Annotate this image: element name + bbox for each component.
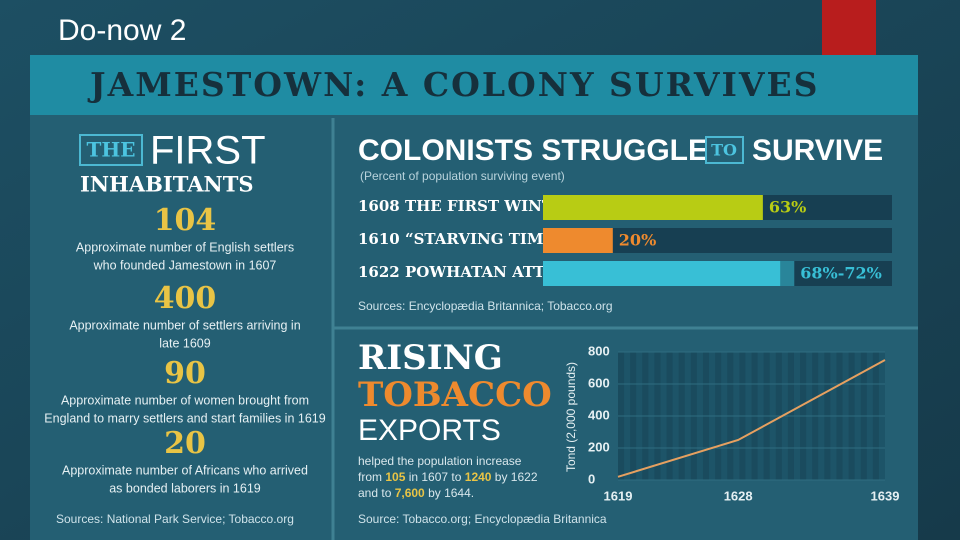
bar-chart: COLONISTS STRUGGLE TO SURVIVE (Percent of p… xyxy=(358,134,892,313)
value-label: 63% xyxy=(769,198,806,217)
slide-title: Do-now 2 xyxy=(58,14,186,47)
source: Sources: Encyclopædia Britannica; Tobacc… xyxy=(358,299,613,313)
chart-title: EXPORTS xyxy=(358,414,501,447)
description-part: by 1622 xyxy=(491,470,537,484)
description: from 105 in 1607 to 1240 by 1622 xyxy=(358,470,538,484)
bar xyxy=(543,195,763,220)
fact-text: late 1609 xyxy=(159,336,210,350)
fact-text: who founded Jamestown in 1607 xyxy=(93,258,277,272)
description: helped the population increase xyxy=(358,454,522,468)
bar xyxy=(543,228,613,253)
fact-number: 400 xyxy=(154,281,217,316)
the-box xyxy=(79,134,143,166)
description-part: and to xyxy=(358,486,395,500)
fact-text: Approximate number of women brought from xyxy=(61,393,309,407)
chart-title-connector: TO xyxy=(711,141,737,160)
heading-inhabitants: INHABITANTS xyxy=(80,172,254,197)
fact-number: 90 xyxy=(164,356,206,391)
y-tick-label: 0 xyxy=(588,471,595,486)
x-tick-label: 1639 xyxy=(871,488,900,503)
banner xyxy=(30,55,918,115)
fact-text: England to marry settlers and start fami… xyxy=(44,411,325,425)
source: Source: Tobacco.org; Encyclopædia Britan… xyxy=(358,512,607,526)
category-label: 1622 POWHATAN ATTACK xyxy=(358,263,581,281)
x-tick-label: 1619 xyxy=(604,488,633,503)
y-tick-label: 600 xyxy=(588,375,610,390)
highlight: 1240 xyxy=(465,470,492,484)
title-box xyxy=(705,136,744,164)
facts: 104 Approximate number of English settler… xyxy=(44,203,325,495)
chart-title: RISING xyxy=(358,338,503,378)
description-part: in 1607 to xyxy=(405,470,464,484)
chart-title: COLONISTS STRUGGLE xyxy=(358,134,708,167)
heading-the: THE xyxy=(86,138,135,162)
bar-range xyxy=(780,261,795,286)
line xyxy=(617,359,886,478)
value-label: 68%-72% xyxy=(800,264,882,283)
accent-block xyxy=(822,0,876,56)
bar xyxy=(543,261,781,286)
description-part: by 1644. xyxy=(425,486,474,500)
y-tick-label: 800 xyxy=(588,343,610,358)
highlight: 105 xyxy=(385,470,405,484)
chart-subtitle: (Percent of population surviving event) xyxy=(360,169,565,183)
fact-number: 20 xyxy=(164,426,206,461)
description-part: helped the population increase xyxy=(358,454,522,468)
fact-text: Approximate number of Africans who arriv… xyxy=(62,463,308,477)
fact-number: 104 xyxy=(154,203,217,238)
fact-text: as bonded laborers in 1619 xyxy=(109,481,261,495)
highlight: 7,600 xyxy=(395,486,425,500)
source: Sources: National Park Service; Tobacco.… xyxy=(56,512,294,526)
y-tick-label: 200 xyxy=(588,439,610,454)
y-tick-label: 400 xyxy=(588,407,610,422)
heading-first: FIRST xyxy=(150,129,266,173)
fact-text: Approximate number of English settlers xyxy=(76,240,294,254)
category-label: 1608 THE FIRST WINTER xyxy=(358,197,577,215)
description: and to 7,600 by 1644. xyxy=(358,486,474,500)
fact-text: Approximate number of settlers arriving … xyxy=(69,318,300,332)
x-tick-label: 1628 xyxy=(724,488,753,503)
value-label: 20% xyxy=(619,231,656,250)
description-part: from xyxy=(358,470,385,484)
category-label: 1610 “STARVING TIME” xyxy=(358,230,564,248)
chart-title: TOBACCO xyxy=(358,375,552,415)
y-axis-label: Tond (2,000 pounds) xyxy=(564,362,578,472)
chart-title-end: SURVIVE xyxy=(752,134,883,167)
banner-title: JAMESTOWN: A COLONY SURVIVES xyxy=(87,65,820,104)
